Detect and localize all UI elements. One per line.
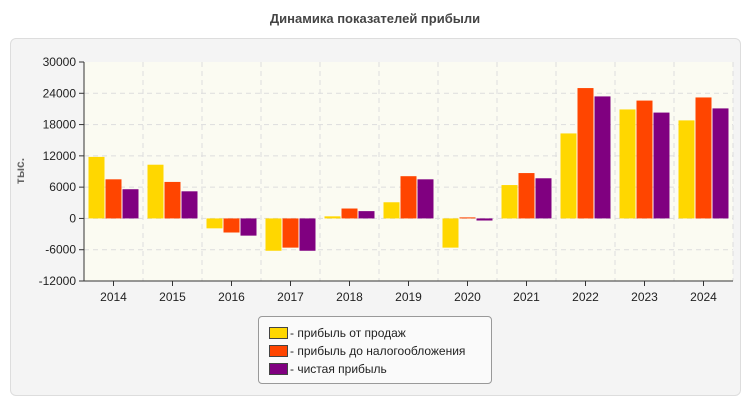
plot-area — [84, 62, 733, 281]
bar — [695, 97, 712, 219]
y-tick-label: 12000 — [43, 149, 77, 163]
y-tick-label: -6000 — [45, 243, 76, 257]
legend-swatch — [269, 327, 288, 339]
bar — [341, 208, 358, 219]
y-tick-label: 18000 — [43, 118, 77, 132]
y-tick-label: 30000 — [43, 55, 77, 69]
x-tick-label: 2022 — [572, 290, 599, 304]
bar — [712, 108, 729, 219]
bar — [636, 100, 653, 219]
bar — [265, 218, 282, 251]
bar — [147, 164, 164, 219]
y-tick-label: 24000 — [43, 86, 77, 100]
bar — [442, 218, 459, 248]
legend-item: - чистая прибыль — [269, 361, 387, 377]
bar — [619, 109, 636, 219]
legend-label: - прибыль до налогообложения — [290, 344, 466, 358]
legend-label: - чистая прибыль — [290, 362, 387, 376]
chart-title: Динамика показателей прибыли — [269, 11, 481, 26]
bar — [324, 216, 341, 219]
bar — [299, 218, 316, 251]
x-tick-label: 2023 — [631, 290, 658, 304]
legend-item: - прибыль от продаж — [269, 325, 406, 341]
y-tick-label: 0 — [69, 211, 76, 225]
bar — [383, 202, 400, 219]
bar — [417, 179, 434, 219]
bar — [577, 88, 594, 219]
x-tick-label: 2016 — [218, 290, 245, 304]
bar — [560, 133, 577, 219]
x-tick-label: 2014 — [100, 290, 127, 304]
bar — [164, 181, 181, 219]
bar — [518, 173, 535, 219]
bar — [105, 179, 122, 219]
bar — [358, 211, 375, 219]
bar — [206, 218, 223, 229]
bar — [181, 191, 198, 219]
bar — [535, 178, 552, 219]
bar — [459, 217, 476, 219]
x-tick-label: 2015 — [159, 290, 186, 304]
bar — [88, 156, 105, 219]
legend-swatch — [269, 363, 288, 375]
x-tick-label: 2019 — [395, 290, 422, 304]
bar — [400, 176, 417, 219]
x-tick-label: 2020 — [454, 290, 481, 304]
bar — [594, 96, 611, 219]
bar — [122, 189, 139, 219]
legend-item: - прибыль до налогообложения — [269, 343, 465, 359]
y-axis-label: тыс. — [13, 158, 27, 184]
x-tick-label: 2021 — [513, 290, 540, 304]
y-tick-label: 6000 — [49, 180, 76, 194]
x-tick-label: 2017 — [277, 290, 304, 304]
legend-swatch — [269, 345, 288, 357]
legend: - прибыль от продаж - прибыль до налогооб… — [258, 316, 492, 384]
bar — [653, 112, 670, 219]
bar — [476, 218, 493, 221]
bar — [240, 218, 257, 236]
legend-label: - прибыль от продаж — [290, 326, 406, 340]
bar — [282, 218, 299, 248]
x-tick-label: 2018 — [336, 290, 363, 304]
bar — [501, 185, 518, 219]
bar — [678, 120, 695, 219]
bar — [223, 218, 240, 233]
x-tick-label: 2024 — [690, 290, 717, 304]
y-tick-label: -12000 — [39, 274, 77, 288]
